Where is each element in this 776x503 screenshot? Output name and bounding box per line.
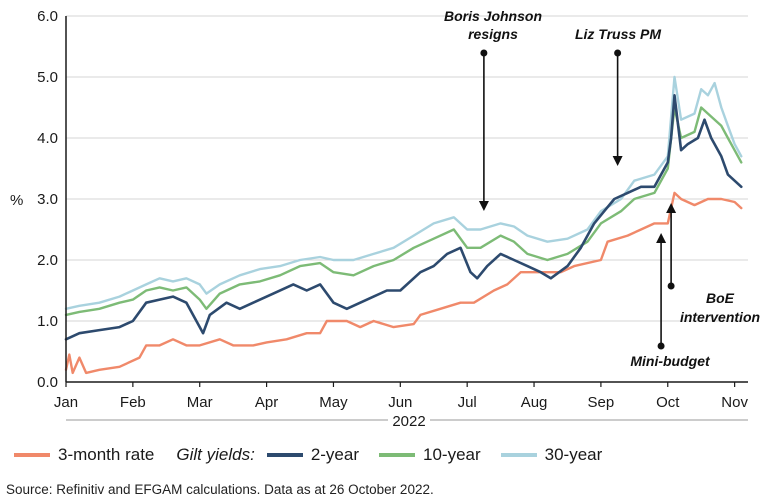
x-tick-label: Feb bbox=[120, 394, 146, 411]
legend: 3-month rate Gilt yields: 2-year 10-year… bbox=[14, 443, 602, 467]
y-tick-label: 2.0 bbox=[37, 252, 58, 269]
annotation-boe-intervention-dot bbox=[667, 282, 675, 290]
annotation-boe-intervention-text: intervention bbox=[680, 309, 760, 325]
y-tick-label: 1.0 bbox=[37, 313, 58, 330]
x-tick-label: Jun bbox=[388, 394, 412, 411]
annotation-liz-truss-pm-text: Liz Truss PM bbox=[575, 26, 661, 42]
legend-item-30-year: 30-year bbox=[500, 445, 603, 465]
x-tick-label: Jan bbox=[54, 394, 78, 411]
series-line-30-year bbox=[64, 75, 743, 310]
annotation-boe-intervention-text: BoE bbox=[706, 290, 735, 306]
x-tick-label: May bbox=[319, 394, 348, 411]
legend-swatch-10-year bbox=[379, 453, 415, 457]
x-tick-label: Mar bbox=[187, 394, 213, 411]
x-tick-label: Apr bbox=[255, 394, 278, 411]
annotation-boe-intervention-head bbox=[666, 203, 677, 213]
legend-swatch-30-year bbox=[500, 453, 537, 457]
legend-swatch-3-month-rate bbox=[14, 453, 50, 457]
annotations: Boris Johnson resigns Liz Truss PM BoE inter… bbox=[444, 8, 760, 369]
annotation-boris-johnson-resigns-text: Boris Johnson bbox=[444, 8, 542, 24]
x-axis-label: 2022 bbox=[392, 413, 425, 430]
series-line-3-month-rate bbox=[64, 191, 743, 375]
x-tick-label: Jul bbox=[458, 394, 477, 411]
annotation-mini-budget-text: Mini-budget bbox=[630, 353, 711, 369]
x-tick-label: Sep bbox=[588, 394, 615, 411]
axes: 0.0 1.0 2.0 3.0 4.0 5.0 6.0 Jan Feb Mar Apr May Jun J… bbox=[37, 8, 748, 421]
series-line-2-year bbox=[64, 94, 743, 341]
legend-item-10-year: 10-year bbox=[379, 445, 481, 465]
series-lines bbox=[64, 75, 743, 375]
gilt-yields-chart: 0.0 1.0 2.0 3.0 4.0 5.0 6.0 Jan Feb Mar Apr May Jun J… bbox=[10, 8, 760, 430]
annotation-liz-truss-pm-dot bbox=[614, 49, 622, 57]
y-axis-label: % bbox=[10, 192, 23, 209]
y-tick-label: 3.0 bbox=[37, 191, 58, 208]
annotation-mini-budget-head bbox=[656, 233, 667, 243]
legend-label-3-month-rate: 3-month rate bbox=[58, 445, 155, 464]
x-tick-label: Aug bbox=[521, 394, 548, 411]
legend-item-2-year: 2-year bbox=[266, 445, 359, 465]
series-line-10-year bbox=[64, 106, 743, 317]
y-tick-label: 4.0 bbox=[37, 130, 58, 147]
source-note: Source: Refinitiv and EFGAM calculations… bbox=[6, 482, 434, 497]
y-tick-label: 5.0 bbox=[37, 69, 58, 86]
x-tick-label: Nov bbox=[721, 394, 748, 411]
legend-label-10-year: 10-year bbox=[423, 445, 481, 464]
annotation-boris-johnson-resigns-head bbox=[478, 201, 489, 211]
legend-swatch-2-year bbox=[266, 453, 303, 457]
legend-label-2-year: 2-year bbox=[310, 445, 359, 464]
legend-label-30-year: 30-year bbox=[544, 445, 603, 464]
annotation-boris-johnson-resigns-text: resigns bbox=[468, 26, 518, 42]
x-tick-label: Oct bbox=[656, 394, 680, 411]
gridlines bbox=[66, 15, 748, 322]
annotation-mini-budget-dot bbox=[657, 342, 665, 350]
y-tick-label: 6.0 bbox=[37, 8, 58, 25]
annotation-boris-johnson-resigns-dot bbox=[480, 49, 488, 57]
legend-gilt-yields-label: Gilt yields: bbox=[176, 445, 255, 464]
annotation-liz-truss-pm-head bbox=[612, 156, 623, 166]
y-tick-label: 0.0 bbox=[37, 374, 58, 391]
legend-item-3-month-rate: 3-month rate bbox=[14, 445, 154, 465]
